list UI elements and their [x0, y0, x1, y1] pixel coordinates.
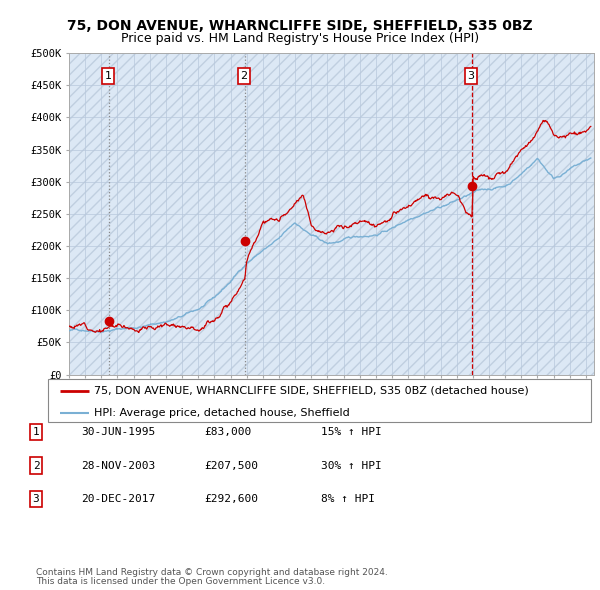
Text: 1: 1: [104, 71, 112, 81]
Text: 20-DEC-2017: 20-DEC-2017: [81, 494, 155, 504]
Text: 3: 3: [467, 71, 475, 81]
Text: 8% ↑ HPI: 8% ↑ HPI: [321, 494, 375, 504]
Text: £207,500: £207,500: [204, 461, 258, 470]
Text: 75, DON AVENUE, WHARNCLIFFE SIDE, SHEFFIELD, S35 0BZ (detached house): 75, DON AVENUE, WHARNCLIFFE SIDE, SHEFFI…: [94, 386, 529, 396]
Text: 2: 2: [32, 461, 40, 470]
Text: 30% ↑ HPI: 30% ↑ HPI: [321, 461, 382, 470]
Text: 28-NOV-2003: 28-NOV-2003: [81, 461, 155, 470]
Text: Price paid vs. HM Land Registry's House Price Index (HPI): Price paid vs. HM Land Registry's House …: [121, 32, 479, 45]
Text: 30-JUN-1995: 30-JUN-1995: [81, 427, 155, 437]
Text: £292,600: £292,600: [204, 494, 258, 504]
FancyBboxPatch shape: [48, 379, 591, 422]
Text: 75, DON AVENUE, WHARNCLIFFE SIDE, SHEFFIELD, S35 0BZ: 75, DON AVENUE, WHARNCLIFFE SIDE, SHEFFI…: [67, 19, 533, 33]
Text: 2: 2: [241, 71, 248, 81]
Text: 3: 3: [32, 494, 40, 504]
Text: 1: 1: [32, 427, 40, 437]
Text: Contains HM Land Registry data © Crown copyright and database right 2024.: Contains HM Land Registry data © Crown c…: [36, 568, 388, 577]
Text: This data is licensed under the Open Government Licence v3.0.: This data is licensed under the Open Gov…: [36, 577, 325, 586]
Text: 15% ↑ HPI: 15% ↑ HPI: [321, 427, 382, 437]
Text: £83,000: £83,000: [204, 427, 251, 437]
Text: HPI: Average price, detached house, Sheffield: HPI: Average price, detached house, Shef…: [94, 408, 350, 418]
